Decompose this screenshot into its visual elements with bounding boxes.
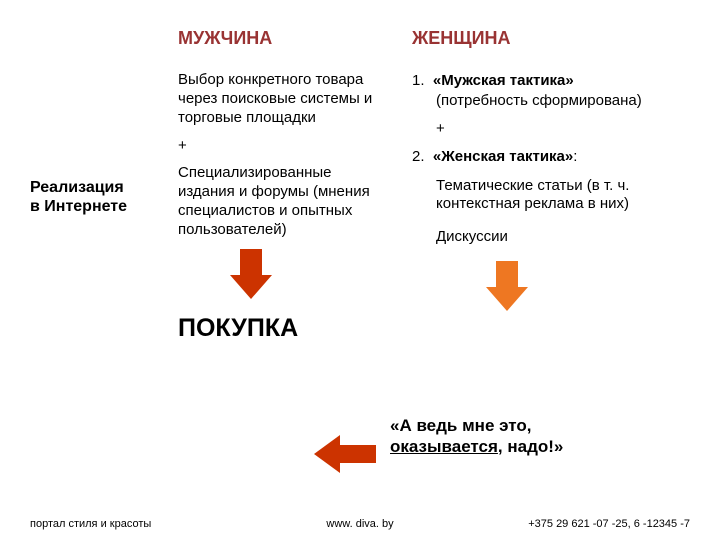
women-item2: 2. «Женская тактика»: [412,147,668,167]
row-label-column: Реализация в Интернете [30,28,178,343]
men-p1: Выбор конкретного товара через поисковые… [178,71,388,127]
footer-left: портал стиля и красоты [30,518,250,530]
purchase-label: ПОКУПКА [178,314,388,343]
arrow-down-orange-icon [482,261,668,320]
row-label-l2: в Интернете [30,198,127,215]
footer-mid: www. diva. by [250,518,470,530]
women-header: ЖЕНЩИНА [412,28,668,49]
item2-colon: : [573,148,577,165]
row-label-l1: Реализация [30,179,124,196]
callout-l2a: оказывается [390,437,498,456]
callout-l2b: , надо!» [498,437,563,456]
item1-num: 1. [412,72,425,89]
women-item1: 1. «Мужская тактика» (потребность сформи… [412,71,668,110]
arrow-left-icon [308,432,378,481]
women-plus: + [436,120,668,137]
slide: Реализация в Интернете МУЖЧИНА Выбор кон… [0,0,720,540]
arrow-down-icon [226,249,388,308]
men-p2: Специализированные издания и форумы (мне… [178,164,388,239]
columns: Реализация в Интернете МУЖЧИНА Выбор кон… [30,28,690,343]
footer: портал стиля и красоты www. diva. by +37… [0,518,720,530]
footer-right: +375 29 621 -07 -25, 6 -12345 -7 [470,518,690,530]
row-label: Реализация в Интернете [30,178,178,216]
callout-l1: «А ведь мне это, [390,416,532,435]
men-column: МУЖЧИНА Выбор конкретного товара через п… [178,28,388,343]
item2-num: 2. [412,148,425,165]
item1-rest: (потребность сформирована) [436,91,668,111]
men-plus: + [178,137,388,154]
women-thematic: Тематические статьи (в т. ч. контекстная… [436,177,668,215]
women-discuss: Дискуссии [436,228,668,247]
callout: «А ведь мне это, оказывается, надо!» [390,415,563,458]
women-column: ЖЕНЩИНА 1. «Мужская тактика» (потребност… [388,28,668,343]
men-header: МУЖЧИНА [178,28,388,49]
item2-bold: «Женская тактика» [433,148,573,165]
item1-bold: «Мужская тактика» [433,72,574,89]
